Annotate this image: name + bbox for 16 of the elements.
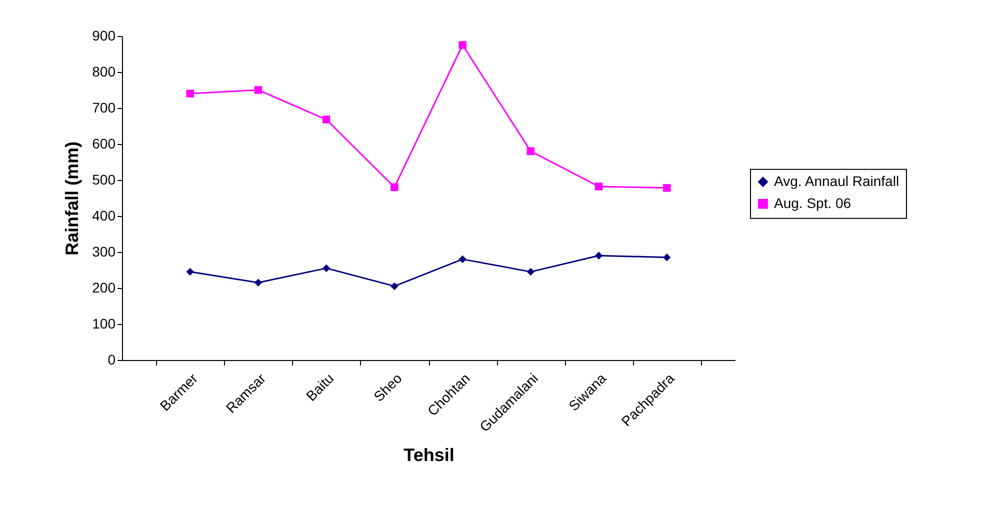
- y-tick-label: 200: [92, 280, 116, 296]
- x-axis-title: Tehsil: [404, 444, 454, 465]
- y-tick-label: 300: [92, 244, 116, 260]
- y-tick-label: 800: [92, 64, 116, 80]
- legend-label: Avg. Annaul Rainfall: [774, 172, 900, 189]
- y-tick-label: 100: [92, 316, 116, 332]
- y-tick-label: 400: [92, 208, 116, 224]
- point: [663, 184, 671, 192]
- y-tick-label: 900: [92, 28, 116, 44]
- y-axis-title: Rainfall (mm): [62, 141, 82, 256]
- point: [186, 90, 194, 98]
- y-tick-label: 500: [92, 172, 116, 188]
- y-tick-label: 600: [92, 136, 116, 152]
- y-tick-label: 700: [92, 100, 116, 116]
- y-tick-label: 0: [108, 352, 116, 368]
- legend-label: Aug. Spt. 06: [774, 194, 852, 211]
